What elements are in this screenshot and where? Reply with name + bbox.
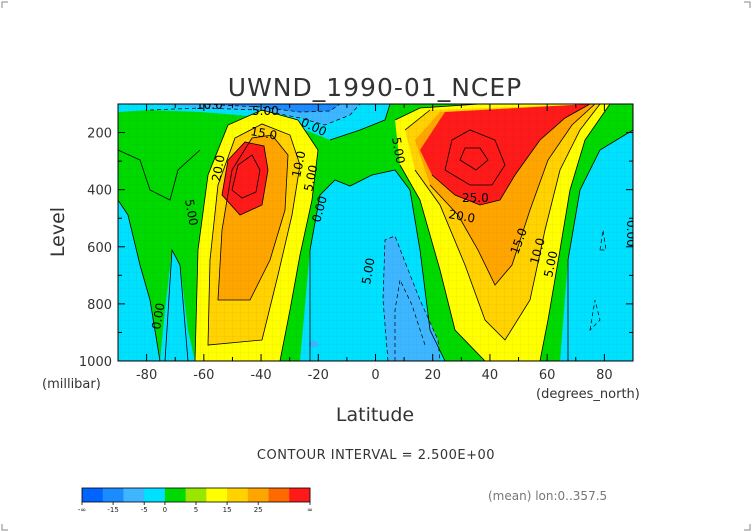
- grid-overlay: [118, 104, 633, 361]
- colorbar-swatch: [227, 488, 249, 502]
- colorbar-label: ∞: [307, 506, 313, 514]
- colorbar-swatch: [247, 488, 269, 502]
- y-tick-label: 600: [87, 241, 112, 256]
- contour-label: 10.0: [196, 98, 223, 112]
- contour-label: 5.00: [252, 104, 279, 118]
- x-axis: -80 -60 -40 -20 0 20 40 60 80: [117, 104, 634, 383]
- y-axis-units: (millibar): [42, 377, 101, 392]
- colorbar: -∞ -15 -5 0 5 15 25 ∞: [78, 487, 313, 514]
- x-axis-units: (degrees_north): [536, 387, 640, 402]
- colorbar-swatch: [82, 488, 104, 502]
- contour-label: 0.00: [309, 194, 329, 223]
- x-tick-label: -80: [136, 368, 157, 383]
- colorbar-swatch: [185, 488, 207, 502]
- colorbar-label: 25: [254, 506, 263, 514]
- negative-contours: [149, 104, 607, 361]
- colorbar-swatch: [289, 488, 311, 502]
- contour-label: 5.00: [541, 250, 560, 279]
- contour-label: 0.00: [149, 302, 167, 331]
- colorbar-swatch: [123, 488, 145, 502]
- contour-label: 10.0: [527, 236, 547, 265]
- colorbar-label: 0: [163, 506, 167, 514]
- contour-label: 10.0: [289, 150, 308, 179]
- contour-label: 0.00: [624, 220, 638, 247]
- y-axis-label: Level: [47, 207, 69, 257]
- contour-label: 20.0: [447, 207, 476, 225]
- contour-label: 5.00: [301, 164, 320, 193]
- colorbar-swatch: [164, 488, 186, 502]
- contour-label: 15.0: [249, 124, 278, 142]
- x-tick-label: 0: [371, 368, 379, 383]
- y-tick-label: 400: [87, 184, 112, 199]
- chart-title: UWND_1990-01_NCEP: [228, 73, 522, 102]
- colorbar-label: -15: [107, 506, 118, 514]
- x-tick-label: 80: [596, 368, 613, 383]
- colorbar-label: -5: [141, 506, 148, 514]
- contour-label: 5.00: [359, 257, 377, 286]
- plot-area: 10.0 5.00 0.00 15.0 20.0 5.00 10.0 5.00 …: [118, 98, 638, 361]
- colorbar-label: -∞: [78, 506, 86, 514]
- y-axis: 200 400 600 800 1000: [79, 103, 633, 370]
- x-axis-label: Latitude: [336, 404, 414, 426]
- colorbar-label: 5: [194, 506, 198, 514]
- x-tick-label: -20: [308, 368, 329, 383]
- y-tick-label: 800: [87, 298, 112, 313]
- x-tick-label: 60: [539, 368, 556, 383]
- contour-label: 25.0: [462, 191, 489, 205]
- x-tick-label: -40: [250, 368, 271, 383]
- contour-interval-text: CONTOUR INTERVAL = 2.500E+00: [257, 448, 495, 463]
- y-tick-label: 1000: [79, 355, 112, 370]
- colorbar-swatch: [206, 488, 228, 502]
- contour-labels: 10.0 5.00 0.00 15.0 20.0 5.00 10.0 5.00 …: [149, 98, 638, 331]
- colorbar-swatch: [144, 488, 166, 502]
- colorbar-swatch: [102, 488, 124, 502]
- y-tick-label: 200: [87, 127, 112, 142]
- colorbar-swatch: [268, 488, 290, 502]
- contour-label: 20.0: [209, 154, 227, 183]
- contour-label: 5.00: [182, 198, 200, 227]
- contour-lines: [118, 104, 633, 361]
- colorbar-label: 15: [223, 506, 232, 514]
- footer-note: (mean) lon:0..357.5: [488, 489, 607, 503]
- contour-label: 5.00: [389, 136, 407, 165]
- x-tick-label: -60: [193, 368, 214, 383]
- x-tick-label: 40: [482, 368, 499, 383]
- x-tick-label: 20: [424, 368, 441, 383]
